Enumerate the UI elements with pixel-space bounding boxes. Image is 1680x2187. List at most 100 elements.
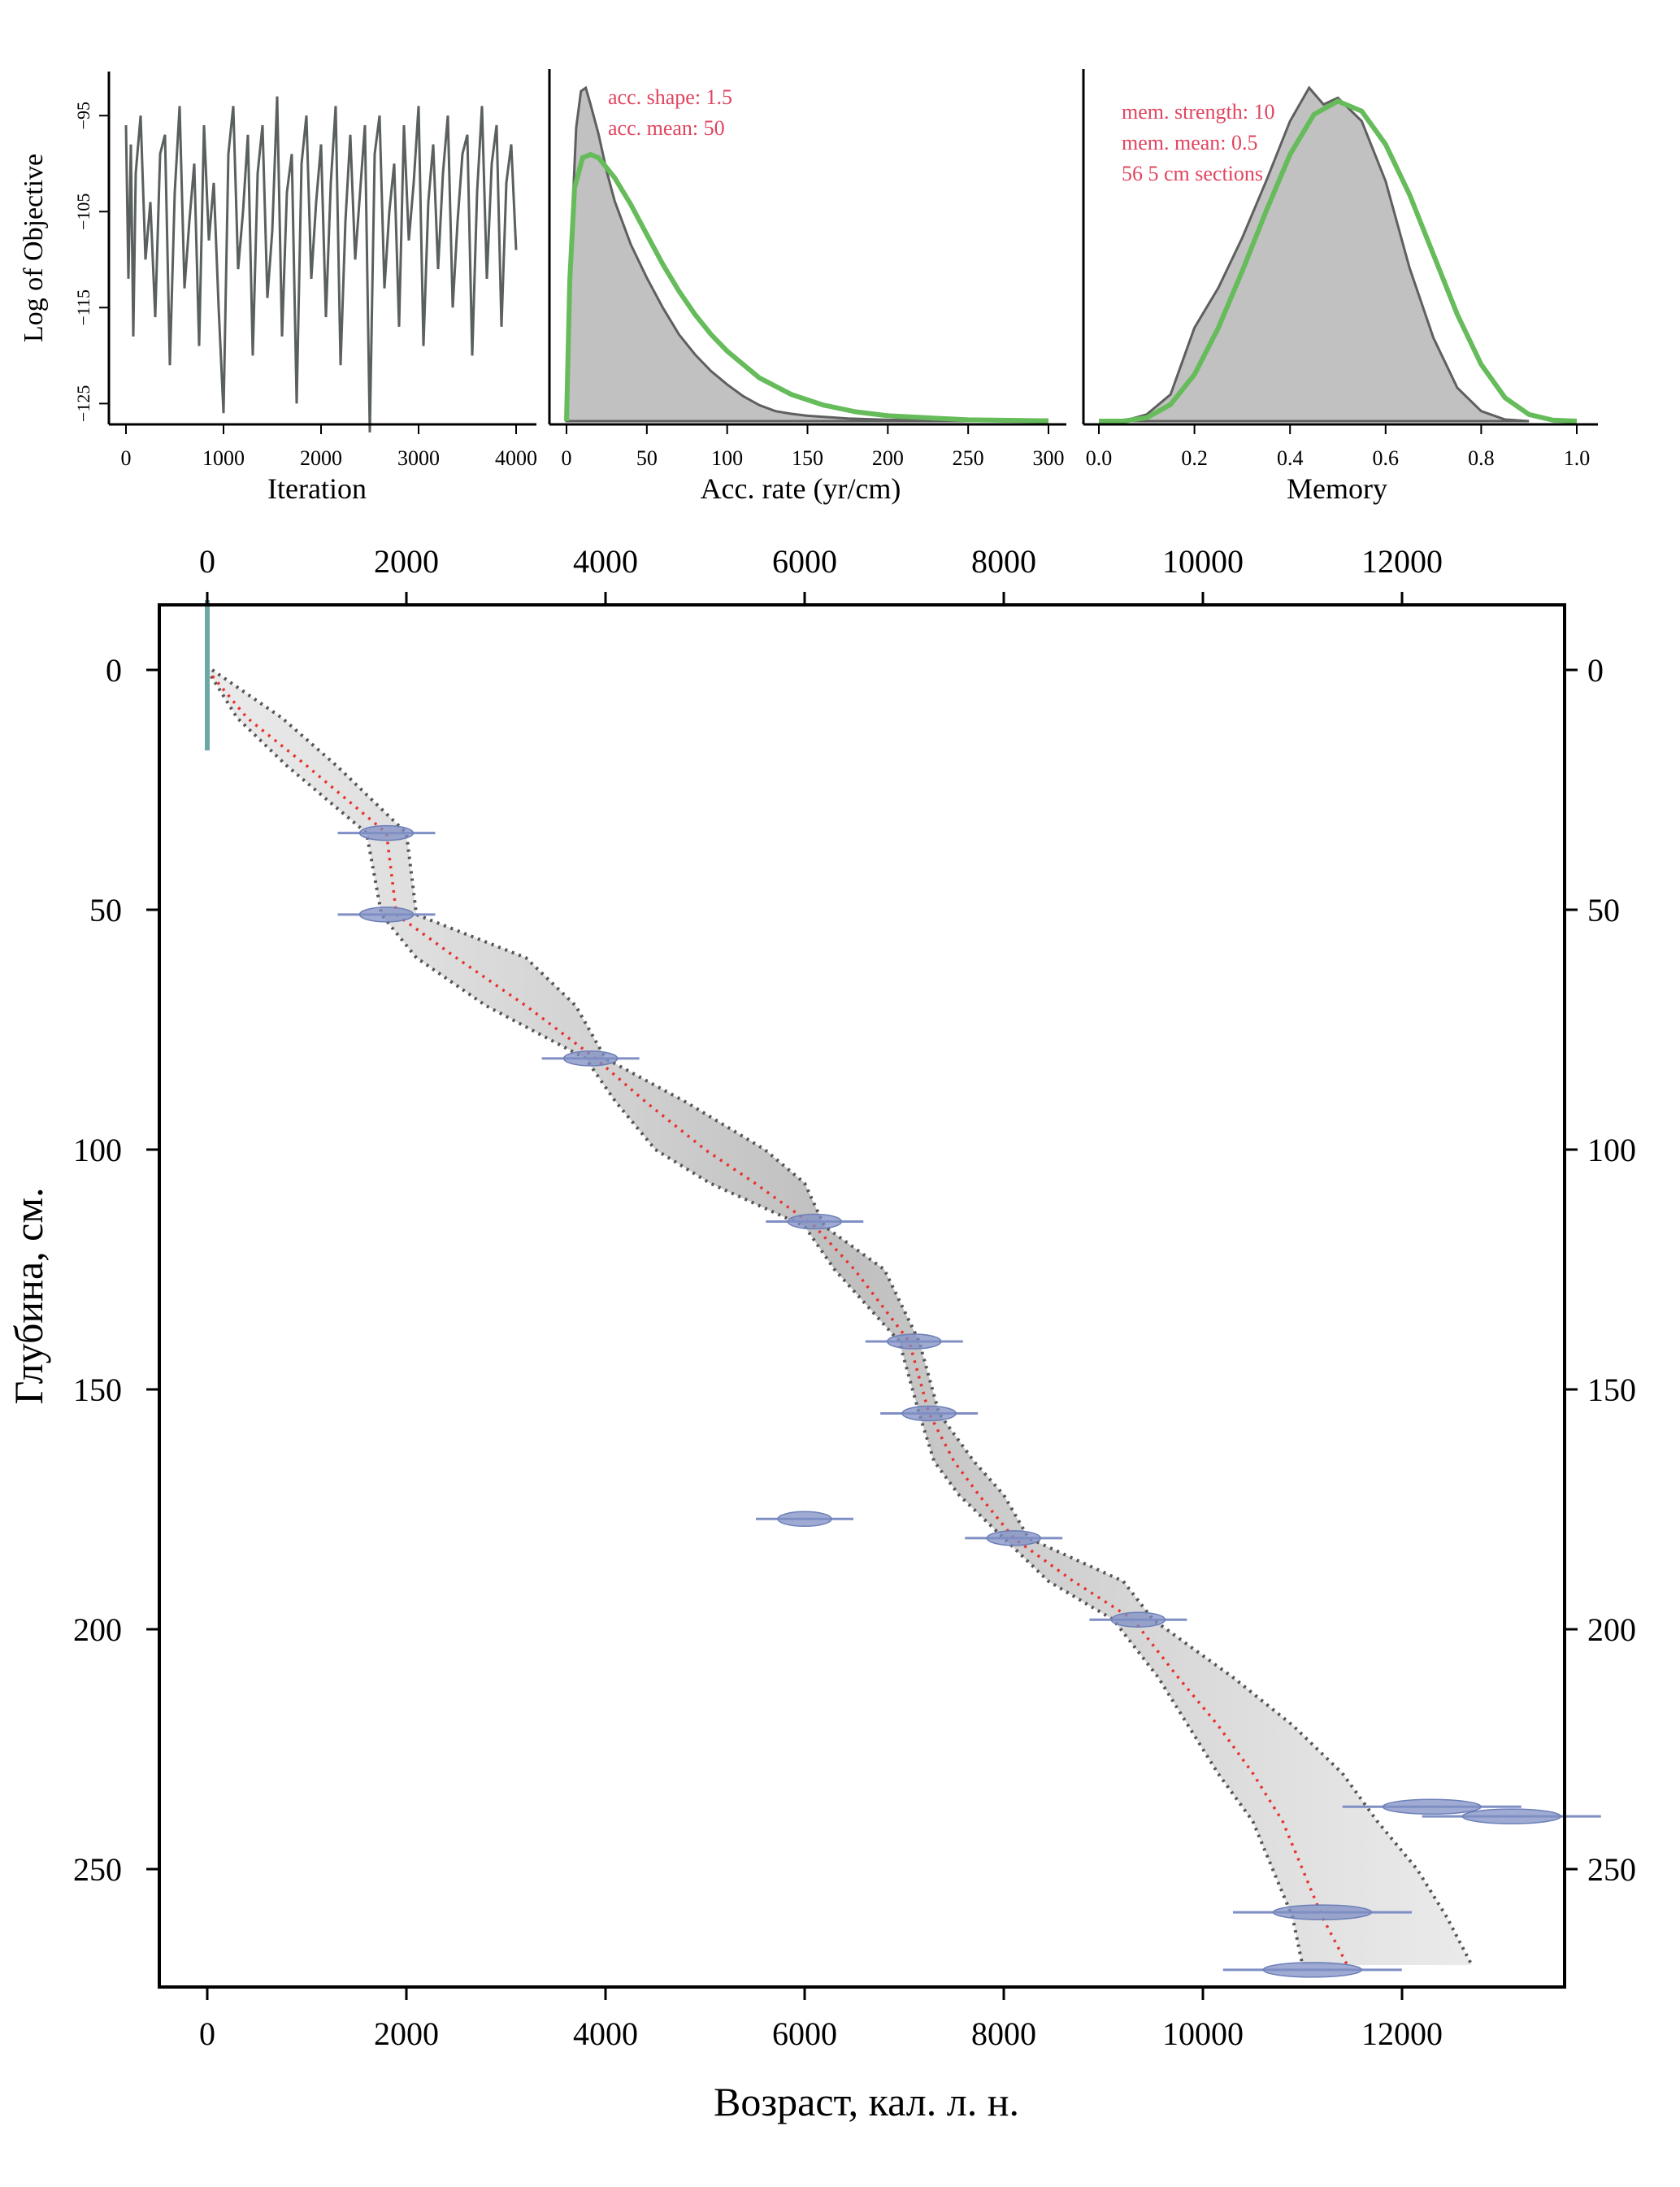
depth-y-tick-label-left: 250: [73, 1851, 122, 1888]
dated-sample: [1233, 1904, 1412, 1920]
trace-axes: 0 1000 2000 3000 4000 −95 −105 −115 −125: [73, 72, 537, 470]
dated-sample: [1342, 1798, 1522, 1815]
age-x-tick-label-bottom: 6000: [772, 2015, 837, 2052]
date-probability-blob: [986, 1530, 1041, 1546]
trace-line: [124, 96, 518, 433]
depth-y-tick-label-right: 50: [1587, 892, 1620, 928]
depth-y-tick-label-right: 100: [1587, 1132, 1636, 1168]
acc-rate-x-tick-label: 150: [792, 446, 823, 470]
age-x-tick-label-bottom: 4000: [573, 2015, 638, 2052]
acc-rate-curves: [564, 85, 1049, 424]
date-probability-blob: [1110, 1611, 1166, 1628]
memory-curves: [1099, 85, 1578, 424]
trace-x-label: Iteration: [267, 472, 367, 505]
trace-y-tick-label: −95: [73, 102, 93, 129]
dated-sample: [865, 1333, 963, 1350]
dated-samples: [205, 600, 1601, 1978]
trace-series-line: [124, 96, 518, 433]
memory-posterior-area: [1122, 85, 1530, 423]
memory-annotations: mem. strength: 10 mem. mean: 0.5 56 5 cm…: [1122, 100, 1274, 185]
dated-sample: [541, 1050, 640, 1067]
memory-x-tick-label: 0.2: [1181, 446, 1208, 470]
age-model-cloud-area: [207, 670, 1472, 1965]
dated-sample: [1222, 1962, 1402, 1978]
depth-y-tick-label-right: 200: [1587, 1611, 1636, 1648]
memory-panel: 0.0 0.2 0.4 0.6 0.8 1.0 Memory mem. strength:…: [1082, 69, 1598, 505]
memory-x-tick-label: 1.0: [1564, 446, 1591, 470]
acc-shape-annotation: acc. shape: 1.5: [608, 85, 732, 109]
date-probability-blob: [787, 1213, 842, 1230]
age-x-label: Возраст, кал. л. н.: [714, 2079, 1019, 2124]
age-x-tick-label-bottom: 8000: [971, 2015, 1036, 2052]
modern-date-marker: [205, 600, 210, 750]
acc-rate-x-tick-label: 100: [711, 446, 743, 470]
memory-axes: 0.0 0.2 0.4 0.6 0.8 1.0: [1082, 69, 1598, 470]
trace-panel: 0 1000 2000 3000 4000 −95 −105 −115 −125 Iterati…: [19, 72, 537, 505]
depth-y-tick-label-left: 100: [73, 1132, 122, 1168]
dated-sample: [337, 824, 436, 841]
age-x-tick-label-bottom: 0: [199, 2015, 215, 2052]
depth-y-tick-label-left: 150: [73, 1372, 122, 1408]
age-x-tick-label-top: 6000: [772, 543, 837, 580]
acc-rate-x-tick-label: 200: [872, 446, 904, 470]
date-probability-blob: [777, 1511, 832, 1528]
acc-rate-x-tick-label: 0: [562, 446, 572, 470]
trace-x-tick-label: 4000: [495, 446, 537, 470]
acc-rate-x-tick-label: 300: [1033, 446, 1065, 470]
acc-rate-annotations: acc. shape: 1.5 acc. mean: 50: [608, 85, 732, 140]
mem-strength-annotation: mem. strength: 10: [1122, 100, 1274, 124]
age-x-tick-label-top: 0: [199, 543, 215, 580]
depth-y-label: Глубина, см.: [6, 1188, 51, 1405]
acc-rate-posterior-area: [565, 85, 1049, 423]
age-model-min-line: [206, 668, 1304, 1966]
trace-y-tick-label: −125: [73, 385, 93, 422]
acc-rate-x-tick-label: 250: [953, 446, 984, 470]
dated-sample: [1422, 1808, 1601, 1824]
age-x-tick-label-top: 2000: [374, 543, 439, 580]
dated-sample: [756, 1511, 853, 1528]
date-probability-blob: [1382, 1798, 1482, 1815]
acc-rate-axes: 0 50 100 150 200 250 300: [548, 69, 1066, 470]
trace-x-tick-label: 3000: [397, 446, 440, 470]
age-x-tick-label-bottom: 2000: [374, 2015, 439, 2052]
date-probability-blob: [1262, 1962, 1362, 1978]
date-probability-blob: [887, 1333, 942, 1350]
age-depth-panel: 0020002000400040006000600080008000100001…: [6, 543, 1636, 2124]
depth-y-tick-label-left: 200: [73, 1611, 122, 1648]
depth-y-tick-label-right: 250: [1587, 1851, 1636, 1888]
depth-y-tick-label-left: 0: [106, 652, 122, 689]
trace-x-tick-label: 2000: [300, 446, 342, 470]
date-probability-blob: [358, 907, 415, 923]
trace-x-tick-label: 1000: [202, 446, 245, 470]
trace-y-label: Log of Objective: [19, 154, 49, 342]
dated-sample: [965, 1530, 1063, 1546]
acc-mean-annotation: acc. mean: 50: [608, 116, 725, 140]
sections-annotation: 56 5 cm sections: [1122, 162, 1263, 185]
age-x-tick-label-top: 12000: [1361, 543, 1443, 580]
date-probability-blob: [358, 824, 415, 841]
age-model-cloud: [207, 670, 1472, 1965]
memory-x-tick-label: 0.6: [1373, 446, 1400, 470]
plot-frame: [158, 603, 1566, 1989]
depth-y-tick-label-right: 150: [1587, 1372, 1636, 1408]
depth-y-tick-label-left: 50: [89, 892, 122, 928]
dated-sample: [766, 1213, 864, 1230]
age-model-median-path: [206, 668, 1349, 1966]
dated-sample: [880, 1405, 979, 1422]
age-model-median-line: [206, 668, 1349, 1966]
memory-x-tick-label: 0.8: [1468, 446, 1495, 470]
depth-y-tick-label-right: 0: [1587, 652, 1604, 689]
date-probability-blob: [1461, 1808, 1561, 1824]
acc-rate-panel: 0 50 100 150 200 250 300 Acc. rate (yr/cm) acc…: [548, 69, 1066, 505]
age-x-tick-label-bottom: 12000: [1361, 2015, 1443, 2052]
age-x-tick-label-top: 4000: [573, 543, 638, 580]
mem-mean-annotation: mem. mean: 0.5: [1122, 131, 1258, 154]
age-x-tick-label-bottom: 10000: [1162, 2015, 1244, 2052]
trace-x-tick-label: 0: [121, 446, 132, 470]
memory-x-tick-label: 0.0: [1086, 446, 1113, 470]
memory-x-tick-label: 0.4: [1277, 446, 1304, 470]
dated-sample: [337, 907, 436, 923]
dated-sample: [1089, 1611, 1187, 1628]
trace-y-tick-label: −115: [73, 289, 93, 326]
